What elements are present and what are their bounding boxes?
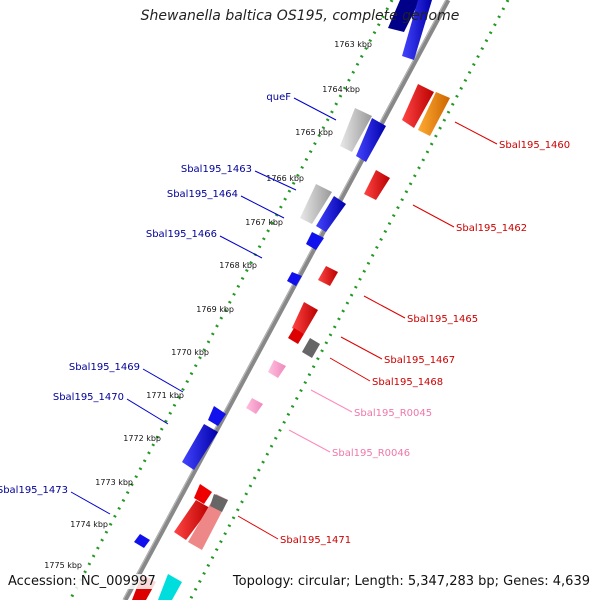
gene-feature: [182, 424, 218, 470]
gene-feature: [174, 500, 210, 540]
gene-feature: [194, 484, 212, 504]
gene-feature: [208, 406, 226, 426]
gene-feature: [318, 266, 338, 286]
callout-line: [363, 295, 406, 319]
kbp-tick-label: 1768 kbp: [219, 261, 257, 270]
kbp-tick-label: 1765 kbp: [295, 128, 333, 137]
gene-feature: [340, 108, 372, 152]
callout-line: [237, 515, 279, 540]
gene-label[interactable]: Sbal195_1470: [53, 392, 124, 403]
genome-axis-highlight: [122, 0, 447, 600]
kbp-tick-label: 1772 kbp: [123, 434, 161, 443]
callout-line: [412, 204, 455, 228]
gene-label[interactable]: Sbal195_1473: [0, 485, 68, 496]
gene-feature: [388, 0, 420, 32]
gene-feature: [356, 118, 386, 162]
callout-line: [254, 170, 297, 191]
callout-line: [293, 97, 337, 121]
kbp-tick-label: 1767 kbp: [245, 218, 283, 227]
gene-label[interactable]: Sbal195_1469: [69, 362, 140, 373]
callout-line: [329, 357, 371, 382]
topology-summary: Topology: circular; Length: 5,347,283 bp…: [230, 574, 592, 589]
kbp-tick-label: 1763 kbp: [334, 40, 372, 49]
gene-feature: [210, 494, 228, 512]
genome-title: Shewanella baltica OS195, complete genom…: [140, 8, 460, 24]
callout-line: [126, 398, 169, 425]
gene-feature: [134, 534, 150, 548]
callout-line: [340, 336, 383, 360]
gene-feature: [302, 338, 320, 358]
kbp-tick-label: 1766 kbp: [266, 174, 304, 183]
gene-feature: [158, 574, 182, 600]
callout-line: [142, 368, 184, 393]
gene-label[interactable]: Sbal195_1462: [456, 223, 527, 234]
gene-label[interactable]: Sbal195_1471: [280, 535, 351, 546]
gene-feature: [268, 360, 286, 378]
gene-label[interactable]: Sbal195_1460: [499, 140, 570, 151]
gene-label[interactable]: Sbal195_1463: [181, 164, 252, 175]
forward-genes: [134, 0, 432, 600]
reverse-genes: [132, 84, 450, 600]
gene-label[interactable]: Sbal195_R0045: [354, 408, 432, 419]
callout-line: [310, 389, 353, 413]
gene-label[interactable]: queF: [266, 92, 291, 103]
kbp-ticks: 1763 kbp 1764 kbp 1765 kbp 1766 kbp 1767 kbp…: [44, 40, 372, 570]
kbp-tick-label: 1773 kbp: [95, 478, 133, 487]
kbp-tick-label: 1764 kbp: [322, 85, 360, 94]
gene-feature: [418, 92, 450, 136]
gene-label[interactable]: Sbal195_1465: [407, 314, 478, 325]
kbp-tick-label: 1774 kbp: [70, 520, 108, 529]
kbp-tick-label: 1769 kbp: [196, 305, 234, 314]
gene-feature: [292, 302, 318, 334]
callout-line: [70, 491, 111, 515]
gene-feature: [316, 196, 346, 232]
kbp-tick-label: 1771 kbp: [146, 391, 184, 400]
gene-feature: [306, 232, 324, 250]
callout-line: [240, 195, 285, 219]
gene-feature: [364, 170, 390, 200]
gene-label[interactable]: Sbal195_1466: [146, 229, 217, 240]
gene-label[interactable]: Sbal195_1468: [372, 377, 443, 388]
genome-axis: [122, 0, 451, 600]
callout-line: [219, 235, 263, 259]
gene-feature: [402, 84, 434, 128]
gene-label[interactable]: Sbal195_1464: [167, 189, 238, 200]
gene-label[interactable]: Sbal195_R0046: [332, 448, 410, 459]
gene-feature: [402, 0, 432, 60]
callout-line: [288, 429, 331, 453]
gene-labels-right: Sbal195_1460 Sbal195_1462 Sbal195_1465 Sbal…: [237, 121, 570, 546]
accession-text: Accession: NC_009997: [6, 574, 158, 589]
gene-labels-left: queF Sbal195_1463 Sbal195_1464 Sbal195_1466…: [0, 92, 337, 515]
gene-feature: [287, 272, 302, 286]
dotted-track-outer-left: [68, 0, 394, 600]
gene-label[interactable]: Sbal195_1467: [384, 355, 455, 366]
gene-feature: [300, 184, 332, 224]
callout-line: [454, 121, 498, 145]
gene-feature: [288, 328, 304, 344]
kbp-tick-label: 1770 kbp: [171, 348, 209, 357]
gene-feature: [246, 398, 263, 414]
kbp-tick-label: 1775 kbp: [44, 561, 82, 570]
